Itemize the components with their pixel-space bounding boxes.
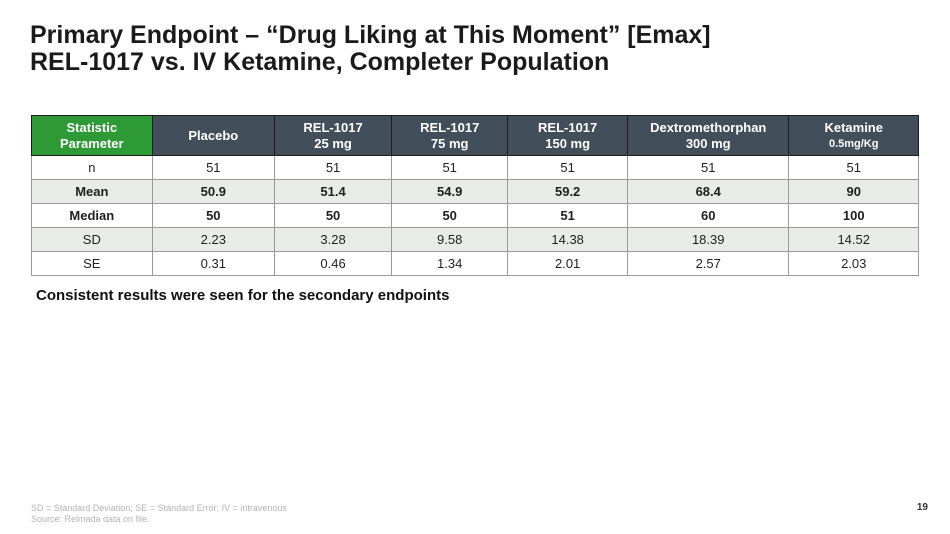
table-cell: 59.2 bbox=[507, 179, 629, 204]
table-cell: 14.52 bbox=[788, 227, 919, 252]
table-cell: 1.34 bbox=[391, 251, 509, 276]
table-cell: 100 bbox=[788, 203, 919, 228]
table-cell: 54.9 bbox=[391, 179, 509, 204]
table-row-mean: Mean 50.9 51.4 54.9 59.2 68.4 90 bbox=[31, 179, 919, 204]
table-cell: 2.57 bbox=[627, 251, 790, 276]
header-placebo: Placebo bbox=[151, 115, 276, 156]
results-table: Statistic Parameter Placebo REL-1017 25 … bbox=[31, 115, 919, 276]
secondary-endpoints-note: Consistent results were seen for the sec… bbox=[36, 287, 450, 304]
table-cell: 51 bbox=[274, 155, 393, 180]
table-cell: 90 bbox=[788, 179, 919, 204]
table-row-n: n 51 51 51 51 51 51 bbox=[31, 155, 919, 180]
table-cell: 14.38 bbox=[507, 227, 629, 252]
slide-title-line2: REL-1017 vs. IV Ketamine, Completer Popu… bbox=[30, 48, 610, 76]
table-cell: 9.58 bbox=[391, 227, 509, 252]
footnote-source: Source: Relmada data on file. bbox=[31, 514, 150, 524]
header-rel1017-150mg: REL-1017 150 mg bbox=[507, 115, 629, 156]
table-cell: 50 bbox=[391, 203, 509, 228]
table-cell: 0.46 bbox=[274, 251, 393, 276]
table-row-median: Median 50 50 50 51 60 100 bbox=[31, 203, 919, 228]
table-cell: 51 bbox=[507, 155, 629, 180]
table-header-row: Statistic Parameter Placebo REL-1017 25 … bbox=[31, 115, 919, 156]
table-cell: 0.31 bbox=[151, 251, 276, 276]
table-cell: 2.03 bbox=[788, 251, 919, 276]
slide-title-line1: Primary Endpoint – “Drug Liking at This … bbox=[30, 21, 711, 49]
table-cell: 50 bbox=[151, 203, 276, 228]
table-cell: 50 bbox=[274, 203, 393, 228]
row-label: SE bbox=[31, 251, 153, 276]
header-rel1017-25mg: REL-1017 25 mg bbox=[274, 115, 393, 156]
header-rel1017-75mg: REL-1017 75 mg bbox=[391, 115, 509, 156]
table-cell: 51 bbox=[507, 203, 629, 228]
header-ketamine: Ketamine 0.5mg/Kg bbox=[788, 115, 919, 156]
row-label: n bbox=[31, 155, 153, 180]
table-cell: 2.01 bbox=[507, 251, 629, 276]
table-cell: 51 bbox=[391, 155, 509, 180]
table-cell: 60 bbox=[627, 203, 790, 228]
page-number: 19 bbox=[916, 502, 928, 513]
footnote-abbreviations: SD = Standard Deviation; SE = Standard E… bbox=[31, 503, 287, 513]
table-cell: 50.9 bbox=[151, 179, 276, 204]
table-row-se: SE 0.31 0.46 1.34 2.01 2.57 2.03 bbox=[31, 251, 919, 276]
table-cell: 51 bbox=[627, 155, 790, 180]
footnotes: SD = Standard Deviation; SE = Standard E… bbox=[31, 503, 287, 525]
row-label: Mean bbox=[31, 179, 153, 204]
table-cell: 51 bbox=[151, 155, 276, 180]
slide-title: Primary Endpoint – “Drug Liking at This … bbox=[30, 22, 920, 76]
table-cell: 51.4 bbox=[274, 179, 393, 204]
header-dextromethorphan-300mg: Dextromethorphan 300 mg bbox=[627, 115, 790, 156]
row-label: Median bbox=[31, 203, 153, 228]
table-cell: 18.39 bbox=[627, 227, 790, 252]
table-cell: 51 bbox=[788, 155, 919, 180]
table-cell: 68.4 bbox=[627, 179, 790, 204]
table-row-sd: SD 2.23 3.28 9.58 14.38 18.39 14.52 bbox=[31, 227, 919, 252]
table-cell: 3.28 bbox=[274, 227, 393, 252]
row-label: SD bbox=[31, 227, 153, 252]
header-statistic-parameter: Statistic Parameter bbox=[31, 115, 153, 156]
table-cell: 2.23 bbox=[151, 227, 276, 252]
